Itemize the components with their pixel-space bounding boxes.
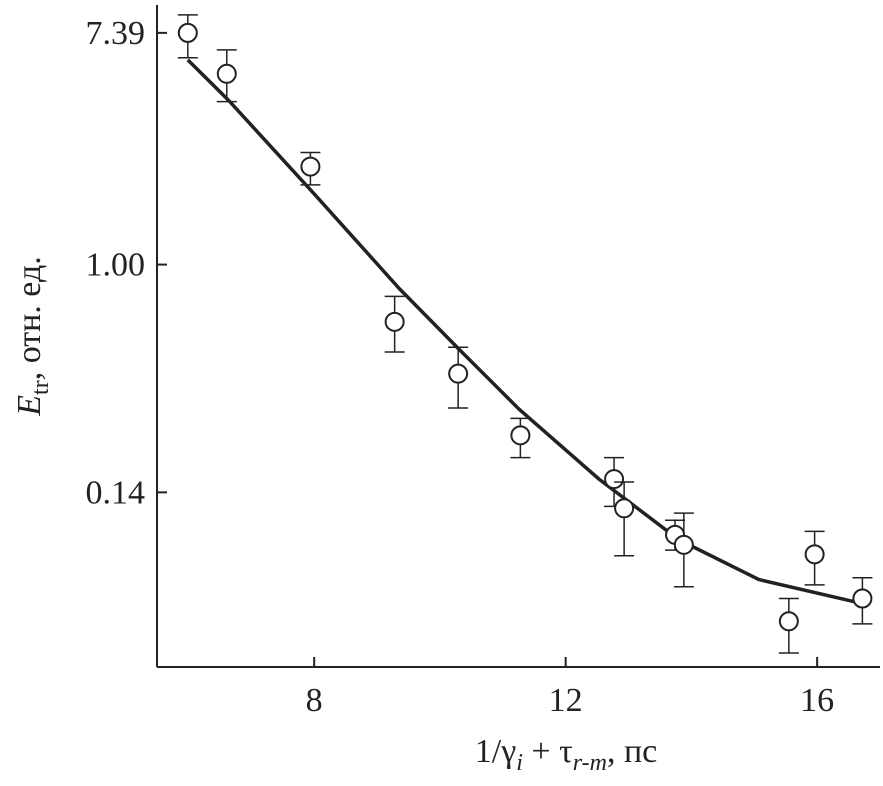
- x-tick-label: 16: [800, 682, 834, 719]
- point: [510, 425, 531, 446]
- y-label-part: E: [11, 395, 48, 417]
- x-axis-label: 1/γi + τr-m, пс: [475, 733, 657, 776]
- x-tick-label: 8: [306, 682, 323, 719]
- y-tick-label: 1.00: [86, 247, 146, 284]
- x-tick-label: 12: [549, 682, 583, 719]
- point: [852, 588, 873, 609]
- point: [614, 498, 635, 519]
- fit-curve: [186, 58, 859, 605]
- y-tick-label: 0.14: [86, 474, 146, 511]
- point: [216, 63, 237, 84]
- x-label-part: + τ: [523, 733, 573, 770]
- point: [673, 534, 694, 555]
- point: [778, 611, 799, 632]
- x-label-part: i: [516, 750, 523, 776]
- y-label-part: tr: [28, 380, 54, 395]
- point: [300, 156, 321, 177]
- point: [177, 22, 198, 43]
- point: [384, 311, 405, 332]
- x-label-part: 1/γ: [475, 733, 516, 770]
- x-label-part: , пс: [607, 733, 657, 770]
- point: [604, 469, 625, 490]
- point: [448, 363, 469, 384]
- point: [804, 544, 825, 565]
- x-label-part: r-m: [573, 750, 607, 776]
- y-tick-label: 7.39: [86, 15, 146, 52]
- y-label-part: , отн. ед.: [11, 256, 48, 380]
- y-axis-label: Etr, отн. ед.: [11, 256, 54, 417]
